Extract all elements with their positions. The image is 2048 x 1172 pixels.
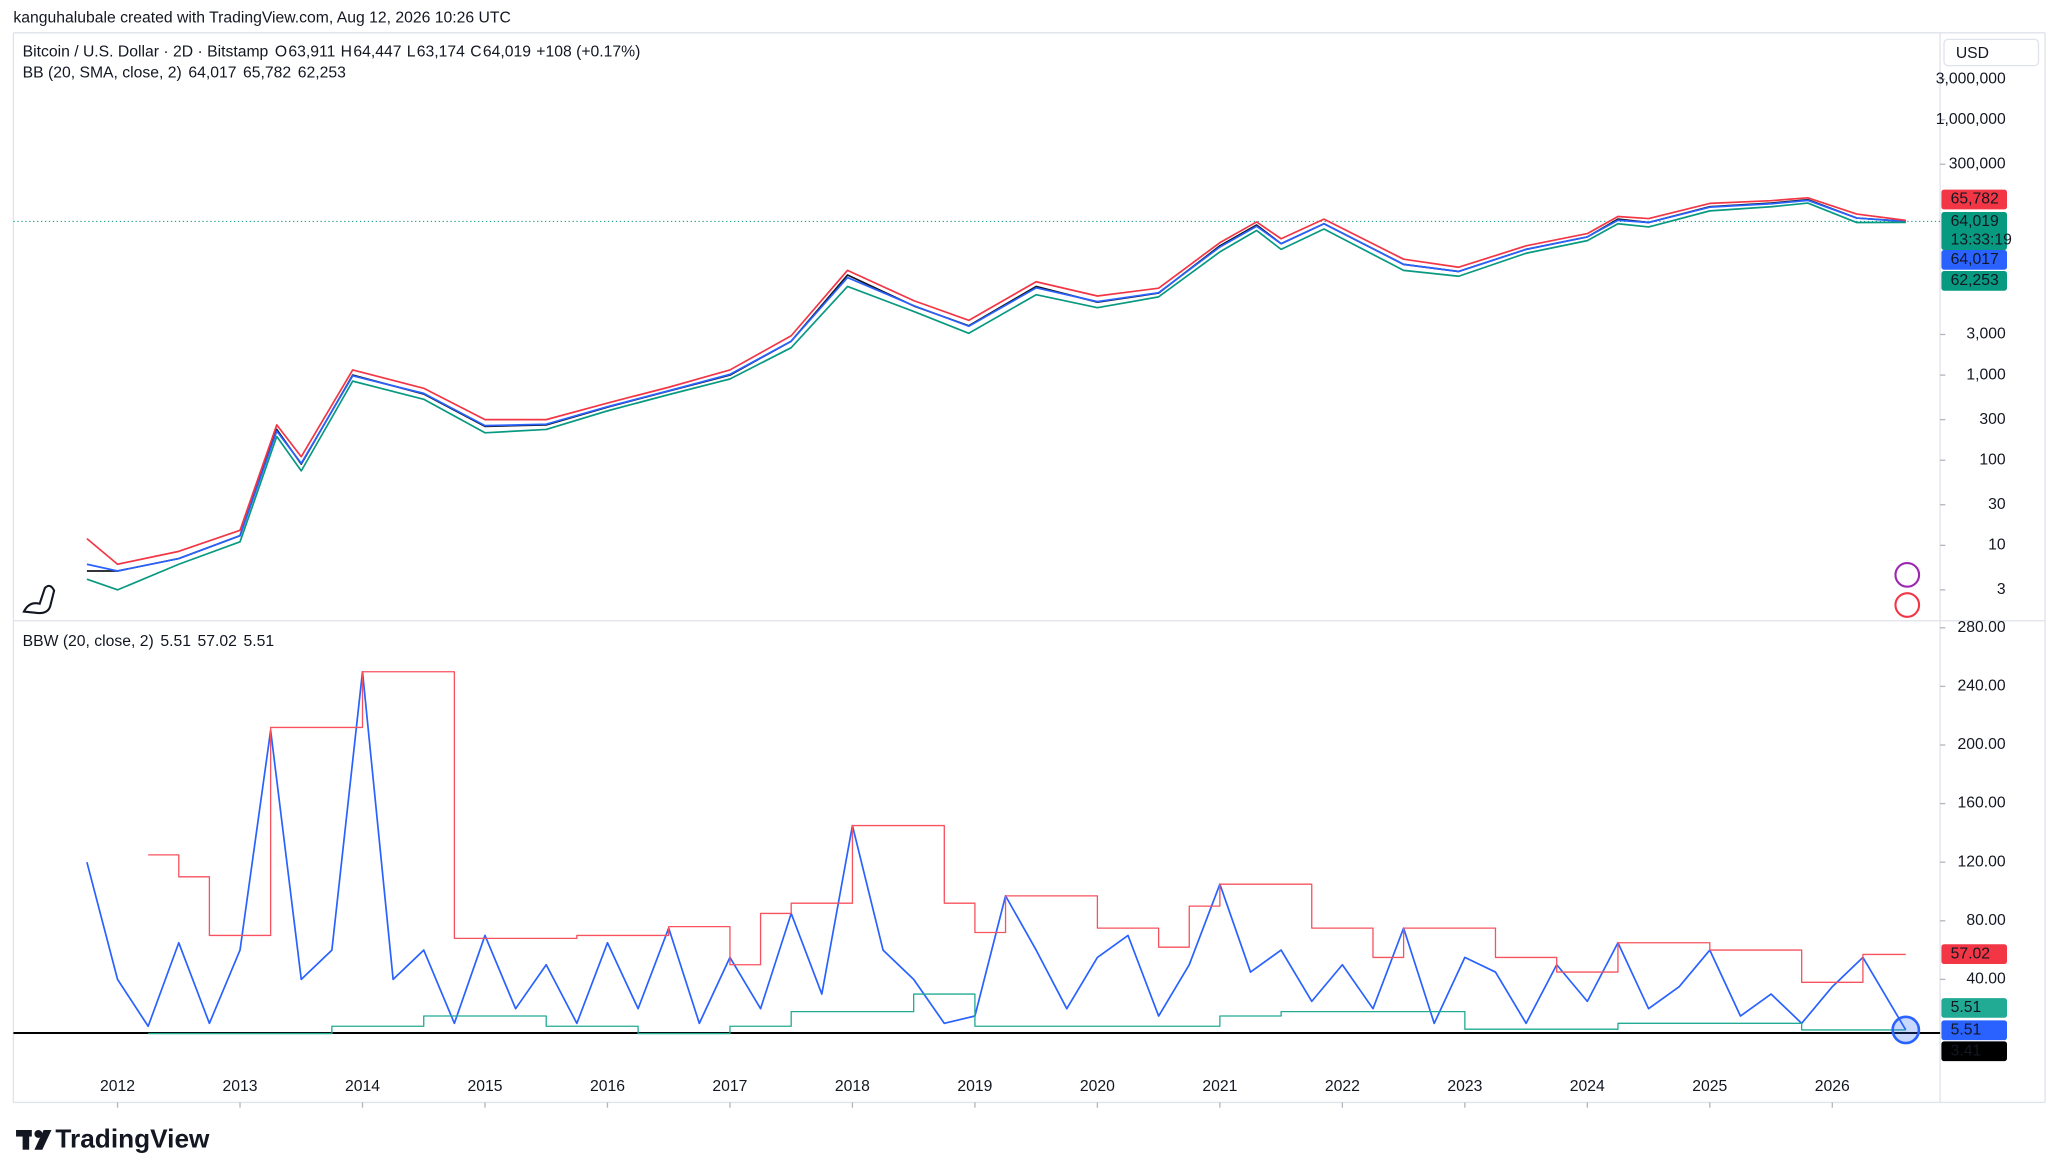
price-tag — [1941, 1020, 2008, 1041]
symbol: Bitcoin / U.S. Dollar · 2D · Bitstamp — [23, 44, 269, 61]
ohlc-value: 63,911 — [288, 44, 335, 61]
x-tick-label: 2022 — [1325, 1078, 1360, 1095]
logo-mark — [34, 1130, 43, 1138]
x-tick-label: 2017 — [712, 1078, 747, 1095]
indicator-value: 62,253 — [298, 65, 346, 82]
ohlc-label: L — [407, 44, 416, 61]
y-tick-label: 1,000 — [1966, 366, 2006, 383]
price-tag — [1941, 271, 2008, 291]
price-tag-label: 5.51 — [1951, 999, 1982, 1016]
series-line — [148, 993, 1906, 1035]
indicator-value: 5.51 — [243, 633, 274, 650]
y-tick-label: 300,000 — [1949, 155, 2006, 172]
currency-button[interactable] — [1943, 38, 2040, 67]
ohlc-value: 64,447 — [353, 44, 401, 61]
y-tick-label: 100 — [1979, 451, 2006, 468]
indicator-name: BB (20, SMA, close, 2) — [23, 65, 182, 82]
y-tick-label: 80.00 — [1966, 912, 2006, 929]
indicator-value: 5.51 — [160, 633, 191, 650]
x-tick-label: 2014 — [345, 1078, 380, 1095]
series-line — [86, 202, 1906, 591]
price-tag — [1941, 1041, 2008, 1062]
ohlc-label: C — [470, 44, 481, 61]
y-tick-label: 1,000,000 — [1936, 111, 2006, 128]
x-tick-label: 2015 — [467, 1078, 502, 1095]
price-tag — [1941, 998, 2008, 1018]
price-tag-label: 65,782 — [1951, 191, 1999, 208]
countdown: 13:33:19 — [1951, 231, 2012, 248]
price-tag — [1941, 250, 2008, 270]
x-tick-label: 2024 — [1570, 1078, 1605, 1095]
series-line — [86, 196, 1906, 566]
x-tick-label: 2019 — [957, 1078, 992, 1095]
y-tick-label: 3,000,000 — [1936, 70, 2006, 87]
logo-text: TradingView — [55, 1123, 210, 1153]
series-line — [86, 670, 1907, 1031]
x-tick-label: 2025 — [1692, 1078, 1727, 1095]
x-tick-label: 2026 — [1815, 1078, 1850, 1095]
price-tag-label: 64,019 — [1951, 213, 1999, 230]
ideas-icon[interactable] — [1894, 561, 1921, 588]
y-tick-label: 3 — [1997, 581, 2006, 598]
indicator-value: 65,782 — [243, 65, 291, 82]
x-tick-label: 2020 — [1080, 1078, 1115, 1095]
logo-mark — [22, 1130, 30, 1150]
price-tag — [1941, 189, 2008, 210]
price-tag — [1941, 211, 2008, 251]
price-tag-label: 57.02 — [1951, 945, 1990, 962]
ohlc-label: O — [275, 44, 287, 61]
x-tick-label: 2012 — [100, 1078, 135, 1095]
y-tick-label: 200.00 — [1958, 736, 2006, 753]
y-tick-label: 120.00 — [1958, 853, 2006, 870]
x-tick-label: 2016 — [590, 1078, 625, 1095]
last-point-marker — [1891, 1015, 1921, 1045]
indicator-value: 64,017 — [188, 65, 236, 82]
y-tick-label: 300 — [1979, 411, 2006, 428]
price-tag-label: 3.41 — [1951, 1042, 1982, 1059]
y-tick-label: 280.00 — [1958, 619, 2006, 636]
dino-icon[interactable] — [22, 584, 56, 615]
change: +108 (+0.17%) — [536, 44, 640, 61]
x-tick-label: 2021 — [1202, 1078, 1237, 1095]
y-tick-label: 240.00 — [1958, 678, 2006, 695]
events-icon[interactable] — [1894, 592, 1921, 618]
y-tick-label: 160.00 — [1958, 795, 2006, 812]
currency-label[interactable]: USD — [1956, 45, 1989, 62]
y-tick-label: 30 — [1988, 496, 2006, 513]
credit: kanguhalubale created with TradingView.c… — [13, 10, 510, 27]
ohlc-value: 64,019 — [483, 44, 531, 61]
price-tag-label: 64,017 — [1951, 251, 1999, 268]
ohlc-value: 63,174 — [417, 44, 465, 61]
price-tag-label: 62,253 — [1951, 272, 1999, 289]
price-tag-label: 5.51 — [1951, 1021, 1982, 1038]
series-line — [86, 199, 1906, 572]
indicator-value: 57.02 — [198, 633, 237, 650]
y-tick-label: 10 — [1988, 537, 2006, 554]
indicator-name: BBW (20, close, 2) — [23, 633, 154, 650]
ohlc-label: H — [341, 44, 352, 61]
y-tick-label: 40.00 — [1966, 971, 2006, 988]
x-tick-label: 2013 — [223, 1078, 258, 1095]
logo-mark — [34, 1130, 52, 1150]
price-tag — [1941, 944, 2008, 964]
y-tick-label: 3,000 — [1966, 326, 2006, 343]
x-tick-label: 2023 — [1447, 1078, 1482, 1095]
x-tick-label: 2018 — [835, 1078, 870, 1095]
series-line — [148, 671, 1906, 983]
